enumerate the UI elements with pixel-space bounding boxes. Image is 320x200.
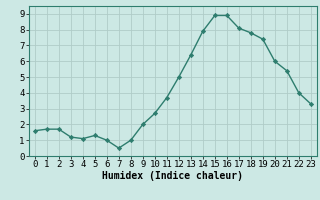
- X-axis label: Humidex (Indice chaleur): Humidex (Indice chaleur): [102, 171, 243, 181]
